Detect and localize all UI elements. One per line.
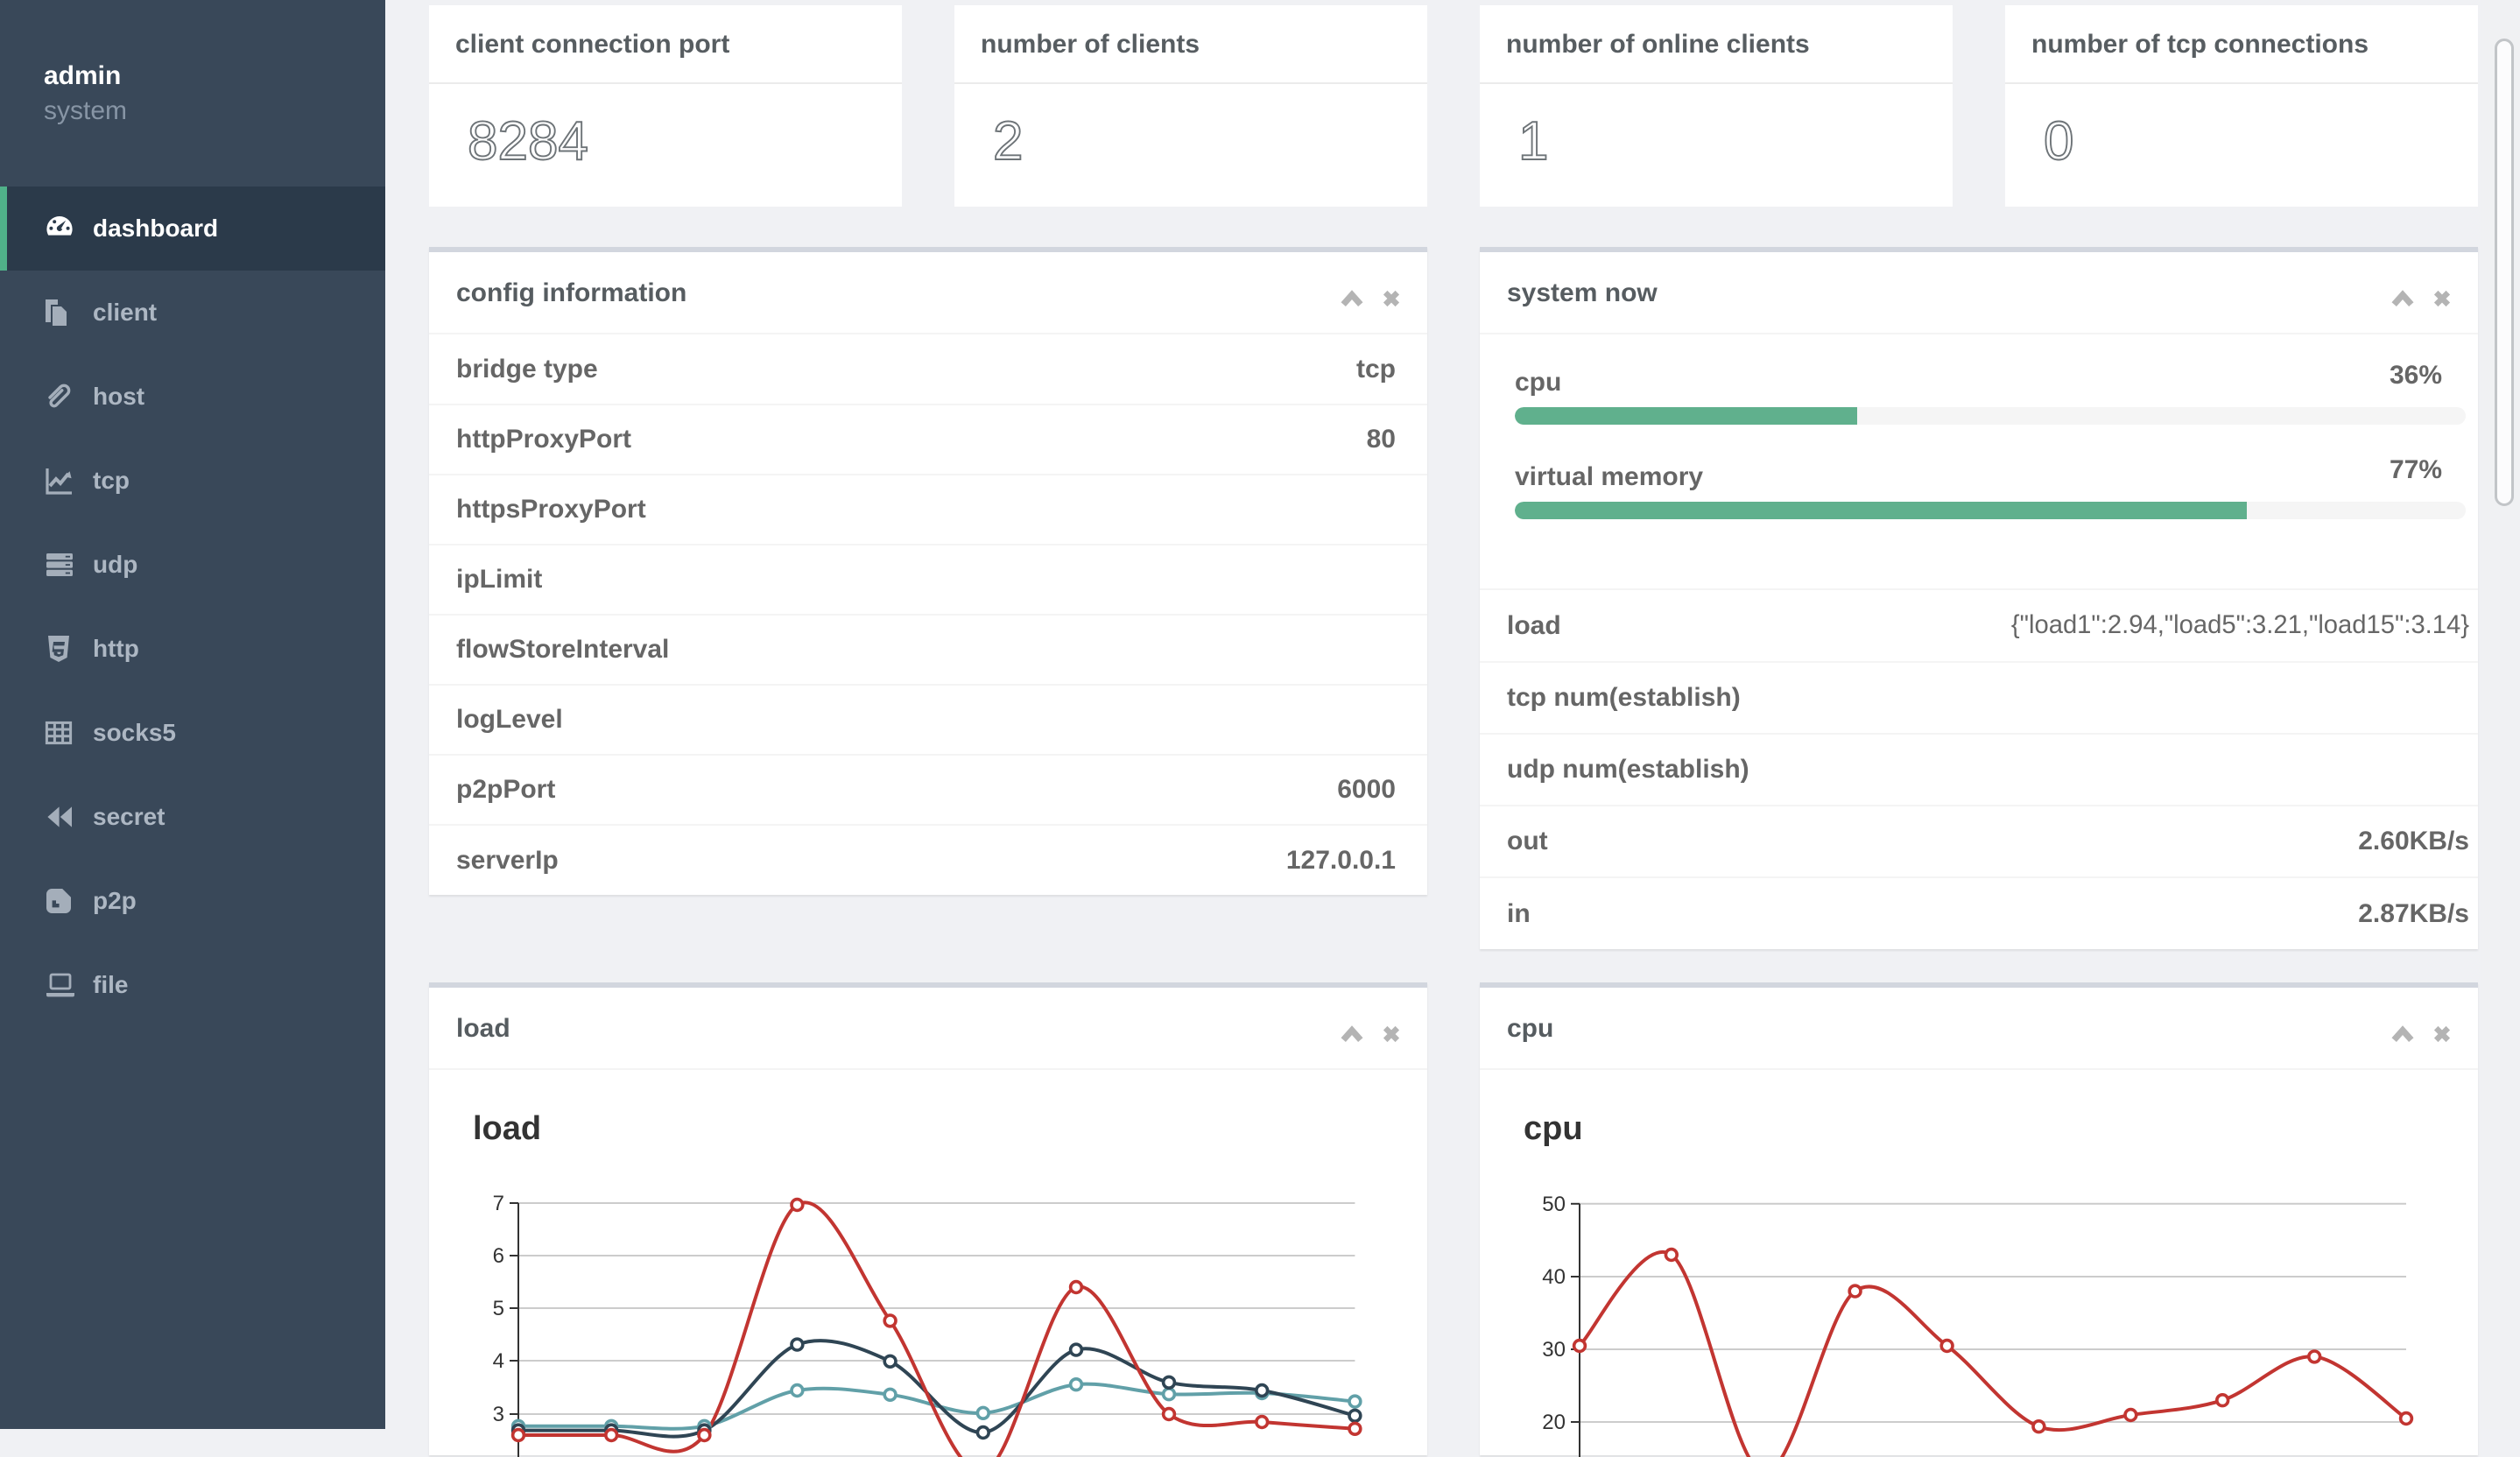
- svg-text:40: 40: [1542, 1265, 1566, 1289]
- svg-text:30: 30: [1542, 1338, 1566, 1362]
- svg-text:3: 3: [493, 1403, 504, 1426]
- svg-text:7: 7: [493, 1192, 504, 1215]
- svg-text:50: 50: [1542, 1193, 1566, 1216]
- svg-text:5: 5: [493, 1297, 504, 1320]
- svg-text:20: 20: [1542, 1411, 1566, 1434]
- svg-text:6: 6: [493, 1244, 504, 1268]
- svg-text:4: 4: [493, 1349, 504, 1373]
